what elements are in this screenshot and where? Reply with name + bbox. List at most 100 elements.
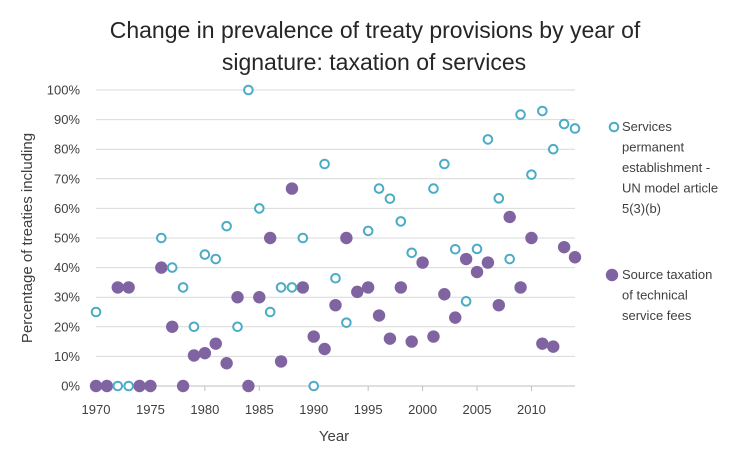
technical-fees-point [253, 291, 266, 304]
services-pe-point [199, 249, 211, 260]
technical-fees-point [340, 231, 353, 245]
technical-fees-point [427, 330, 440, 343]
services-pe-point [493, 193, 505, 204]
x-tick-label: 2005 [463, 402, 492, 417]
services-pe-point [341, 317, 352, 328]
technical-fees-point [329, 298, 342, 312]
technical-fees-point [166, 320, 179, 333]
technical-fees-point [242, 379, 255, 393]
technical-fees-point [122, 281, 135, 294]
services-pe-point [504, 253, 515, 265]
services-pe-point [221, 220, 232, 232]
technical-fees-point [220, 357, 233, 370]
chart-title: Change in prevalence of treaty provision… [110, 17, 641, 75]
technical-fees-point [133, 379, 146, 393]
chart-title-line: signature: taxation of services [222, 49, 526, 75]
services-pe-point [406, 247, 418, 259]
technical-fees-point [198, 346, 212, 360]
services-pe-point [264, 306, 276, 318]
services-pe-point [232, 321, 243, 333]
services-pe-point [569, 123, 581, 134]
technical-fees-point [405, 335, 418, 348]
x-tick-label: 2000 [408, 402, 437, 417]
technical-fees-point [470, 265, 484, 279]
services-pe-point [308, 380, 320, 392]
y-tick-label: 30% [54, 290, 80, 305]
services-pe-point [275, 282, 287, 293]
services-pe-point [449, 243, 461, 255]
y-tick-label: 40% [54, 260, 80, 275]
technical-fees-point [557, 240, 571, 254]
chart-title-line: Change in prevalence of treaty provision… [110, 17, 641, 43]
legend-label-technical-fees: of technical [622, 288, 688, 303]
technical-fees-point [481, 256, 495, 269]
technical-fees-point [209, 337, 222, 350]
services-pe-point [460, 296, 472, 307]
technical-fees-point [296, 281, 310, 294]
technical-fees-point [318, 342, 331, 356]
legend-label-services-pe: establishment - [622, 160, 710, 175]
services-pe-point [526, 169, 537, 180]
services-pe-point [384, 193, 396, 204]
x-axis-title: Year [319, 428, 349, 445]
y-tick-label: 50% [54, 231, 80, 246]
technical-fees-point [361, 281, 375, 294]
services-pe-point [428, 183, 439, 194]
y-tick-label: 100% [47, 83, 81, 98]
legend-label-services-pe: UN model article [622, 181, 718, 196]
technical-fees-point [503, 210, 516, 224]
services-pe-point [482, 134, 494, 145]
services-pe-point [547, 143, 559, 155]
technical-fees-point [187, 349, 201, 362]
technical-fees-point [438, 288, 451, 301]
services-pe-point [297, 232, 309, 244]
technical-fees-point [144, 379, 157, 393]
technical-fees-point [89, 379, 103, 393]
services-pe-point [558, 118, 570, 130]
services-pe-point [210, 253, 222, 265]
legend: Services permanent establishment - UN model… [605, 119, 718, 323]
x-tick-label: 1980 [190, 402, 219, 417]
y-tick-label: 70% [54, 171, 80, 186]
services-pe-point [166, 262, 178, 273]
services-pe-point [515, 109, 526, 120]
services-pe-point [537, 105, 548, 117]
technical-fees-point [383, 332, 397, 345]
services-pe-point [362, 225, 374, 237]
technical-fees-point [536, 337, 549, 350]
y-tick-label: 90% [54, 112, 80, 127]
services-pe-point [286, 282, 298, 293]
services-pe-point [123, 380, 134, 392]
y-axis-title: Percentage of treaties including [19, 133, 36, 343]
services-pe-point [395, 216, 407, 227]
services-pe-point [439, 158, 450, 170]
technical-fees-point [285, 182, 299, 195]
y-tick-label: 60% [54, 201, 80, 216]
technical-fees-point [351, 285, 364, 299]
services-pe-point [188, 321, 200, 333]
services-pe-point [471, 243, 483, 255]
axes: 1970 1975 1980 1985 1990 1995 2000 2005 2010 Year… [19, 133, 575, 445]
technical-fees-point [111, 281, 124, 294]
legend-label-services-pe: Services [622, 119, 672, 134]
x-tick-label: 2010 [517, 402, 546, 417]
y-tick-label: 20% [54, 319, 80, 334]
legend-label-services-pe: 5(3)(b) [622, 201, 661, 216]
gridlines: 0% 10% 20% 30% 40% 50% 60% 70% 80% 90% 100% [47, 83, 575, 394]
technical-fees-point [263, 231, 277, 245]
x-tick-label: 1990 [299, 402, 328, 417]
y-tick-label: 0% [61, 379, 80, 394]
technical-fees-point [459, 252, 473, 266]
technical-fees-point [231, 291, 244, 304]
technical-fees-point [274, 355, 288, 368]
technical-fees-point [449, 311, 462, 324]
technical-fees-point [547, 340, 560, 353]
technical-fees-point [525, 231, 538, 245]
technical-fees-point [492, 298, 505, 312]
legend-label-technical-fees: Source taxation [622, 267, 712, 282]
x-tick-label: 1985 [245, 402, 274, 417]
services-pe-point [253, 203, 265, 214]
technical-fees-point [155, 261, 168, 274]
services-pe-point [319, 158, 330, 170]
